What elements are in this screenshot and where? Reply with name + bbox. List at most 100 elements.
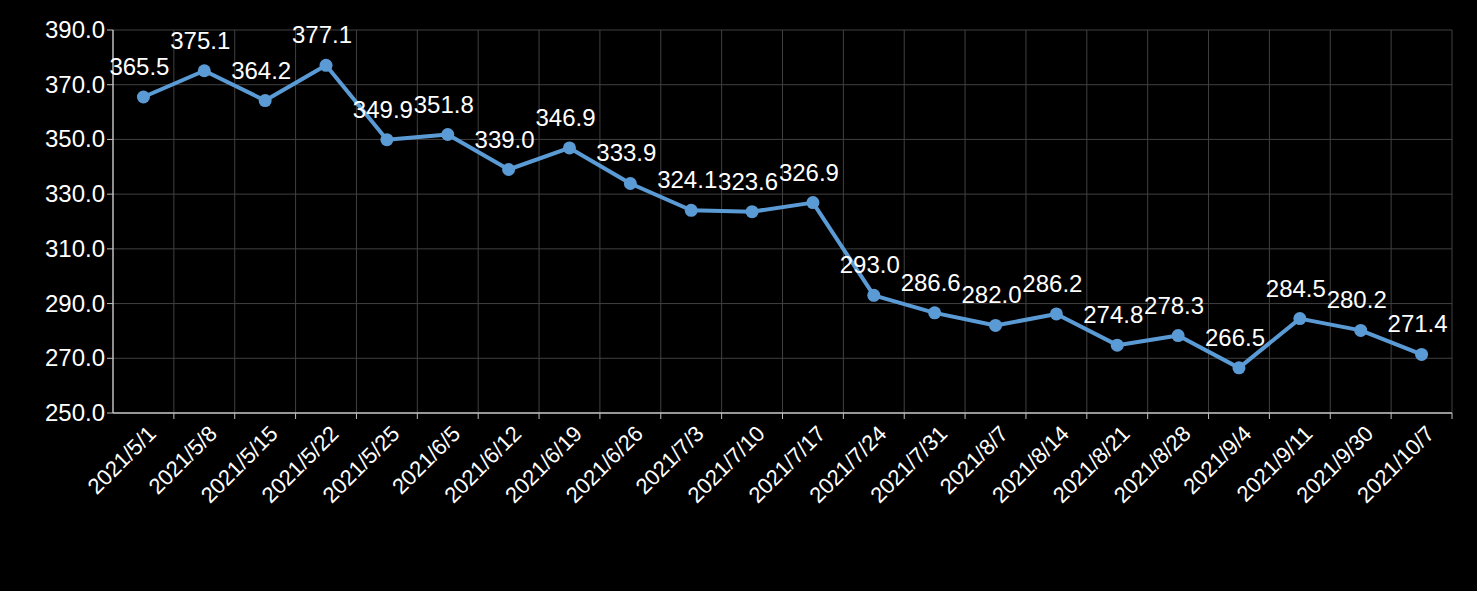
data-label: 284.5 <box>1266 275 1326 302</box>
y-tick <box>107 84 113 85</box>
data-label: 351.8 <box>414 91 474 118</box>
marker <box>1111 339 1124 352</box>
v-grid-line <box>904 30 905 413</box>
x-tick <box>356 413 357 419</box>
x-tick <box>782 413 783 419</box>
x-tick-label: 2021/10/7 <box>1352 421 1439 508</box>
x-tick-label: 2021/6/26 <box>561 421 648 508</box>
marker <box>1415 348 1428 361</box>
marker <box>198 64 211 77</box>
chart: 250.0 270.0 290.0 310.0 330.0 350.0 370.0 390.0… <box>0 0 1477 591</box>
y-tick-label: 330.0 <box>45 180 105 207</box>
y-tick-label: 350.0 <box>45 125 105 152</box>
v-grid-line <box>539 30 540 413</box>
x-tick <box>1330 413 1331 419</box>
x-tick <box>1208 413 1209 419</box>
grid-line <box>113 413 1452 414</box>
marker <box>563 141 576 154</box>
data-label: 271.4 <box>1388 310 1448 337</box>
data-label: 286.2 <box>1022 270 1082 297</box>
data-label: 364.2 <box>231 57 291 84</box>
x-tick <box>1269 413 1270 419</box>
y-axis <box>112 30 114 413</box>
v-grid-line <box>599 30 600 413</box>
y-tick <box>107 248 113 249</box>
marker <box>989 319 1002 332</box>
marker <box>928 306 941 319</box>
marker <box>380 133 393 146</box>
x-tick <box>1391 413 1392 419</box>
y-tick <box>107 139 113 140</box>
y-tick <box>107 194 113 195</box>
v-grid-line <box>1330 30 1331 413</box>
x-tick <box>1086 413 1087 419</box>
v-grid-line <box>173 30 174 413</box>
marker <box>320 59 333 72</box>
x-tick-label: 2021/7/31 <box>865 421 952 508</box>
marker <box>441 128 454 141</box>
marker <box>1172 329 1185 342</box>
marker <box>1354 324 1367 337</box>
v-grid-line <box>965 30 966 413</box>
marker <box>867 289 880 302</box>
y-tick <box>107 358 113 359</box>
x-tick <box>904 413 905 419</box>
v-grid-line <box>1086 30 1087 413</box>
v-grid-line <box>1269 30 1270 413</box>
v-grid-line <box>721 30 722 413</box>
marker <box>1232 361 1245 374</box>
x-tick <box>539 413 540 419</box>
data-label: 282.0 <box>961 281 1021 308</box>
marker <box>806 196 819 209</box>
v-grid-line <box>1391 30 1392 413</box>
marker <box>259 94 272 107</box>
y-tick-label: 290.0 <box>45 290 105 317</box>
x-tick <box>965 413 966 419</box>
x-tick-label: 2021/8/28 <box>1109 421 1196 508</box>
v-grid-line <box>1208 30 1209 413</box>
v-grid-line <box>417 30 418 413</box>
data-label: 324.1 <box>657 166 717 193</box>
marker <box>137 91 150 104</box>
x-tick <box>660 413 661 419</box>
data-label: 293.0 <box>840 251 900 278</box>
series <box>137 59 1428 375</box>
data-label: 346.9 <box>535 104 595 131</box>
data-label: 266.5 <box>1205 324 1265 351</box>
y-tick-label: 250.0 <box>45 399 105 426</box>
x-tick <box>1452 413 1453 419</box>
v-grid-line <box>660 30 661 413</box>
y-tick-label: 370.0 <box>45 71 105 98</box>
v-grid-line <box>1147 30 1148 413</box>
y-tick <box>107 413 113 414</box>
data-label: 280.2 <box>1327 286 1387 313</box>
marker <box>1293 312 1306 325</box>
x-tick <box>234 413 235 419</box>
data-label: 333.9 <box>596 139 656 166</box>
y-tick-label: 270.0 <box>45 344 105 371</box>
data-label: 375.1 <box>170 27 230 54</box>
marker <box>1050 307 1063 320</box>
data-label: 286.6 <box>901 269 961 296</box>
x-tick <box>843 413 844 419</box>
v-grid-line <box>295 30 296 413</box>
marker <box>685 204 698 217</box>
data-label: 278.3 <box>1144 292 1204 319</box>
y-tick <box>107 303 113 304</box>
v-grid-line <box>356 30 357 413</box>
data-label: 339.0 <box>475 126 535 153</box>
marker <box>624 177 637 190</box>
data-label: 377.1 <box>292 21 352 48</box>
data-label: 349.9 <box>353 96 413 123</box>
marker <box>746 205 759 218</box>
line <box>143 65 1421 368</box>
y-tick-label: 390.0 <box>45 16 105 43</box>
v-grid-line <box>1452 30 1453 413</box>
x-axis <box>113 412 1452 414</box>
data-label: 326.9 <box>779 159 839 186</box>
data-label: 323.6 <box>718 168 778 195</box>
y-tick-label: 310.0 <box>45 235 105 262</box>
x-tick <box>721 413 722 419</box>
x-tick <box>417 413 418 419</box>
v-grid-line <box>843 30 844 413</box>
